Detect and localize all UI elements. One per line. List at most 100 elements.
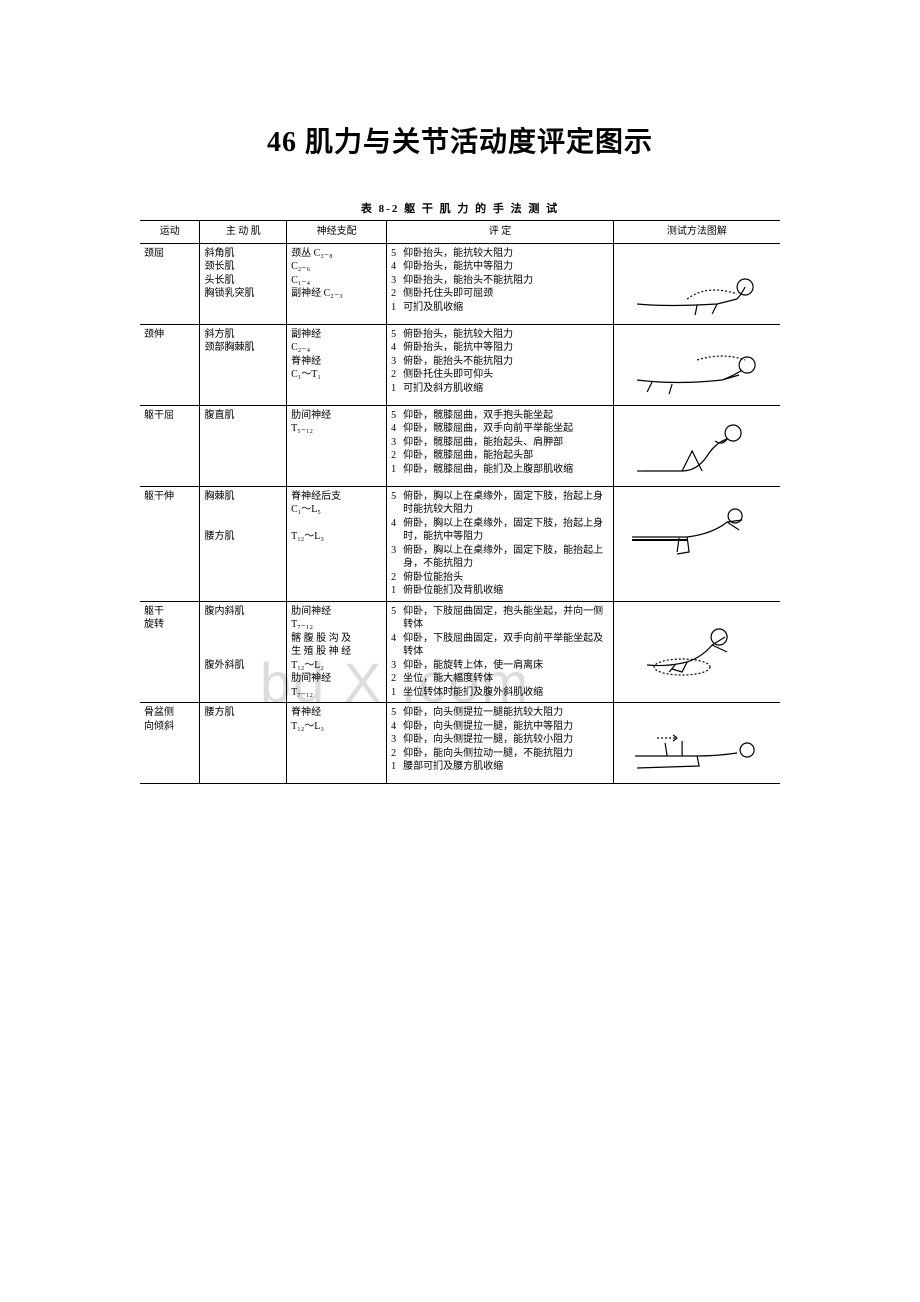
cell-illustration: [613, 243, 780, 324]
assess-line: 2坐位，能大幅度转体: [391, 672, 609, 686]
grade-number: 3: [391, 733, 403, 747]
assess-line: 1可扪及肌收缩: [391, 301, 609, 315]
grade-number: 1: [391, 760, 403, 774]
assess-text: 仰卧，能向头侧拉动一腿，不能抗阻力: [403, 747, 609, 761]
assess-text: 仰卧，下肢屈曲固定，双手向前平举能坐起及转体: [403, 632, 609, 659]
grade-number: 5: [391, 706, 403, 720]
assess-text: 仰卧，向头侧提拉一腿，能抗较小阻力: [403, 733, 609, 747]
grade-number: 3: [391, 659, 403, 673]
grade-number: 2: [391, 672, 403, 686]
assess-text: 坐位，能大幅度转体: [403, 672, 609, 686]
grade-number: 1: [391, 463, 403, 477]
assess-text: 俯卧，胸以上在桌缘外，固定下肢，能抬起上身，不能抗阻力: [403, 544, 609, 571]
illustration-trunk-ext: [618, 490, 776, 564]
cell-assessment: 5俯卧，胸以上在桌缘外，固定下肢，抬起上身时能抗较大阻力4俯卧，胸以上在桌缘外，…: [387, 486, 614, 601]
table-row: 颈屈斜角肌 颈长肌 头长肌 胸锁乳突肌颈丛 C₃₋₈ C₂₋₆ C₁₋₄ 副神经…: [140, 243, 780, 324]
cell-muscle: 胸棘肌 腰方肌: [200, 486, 287, 601]
assess-line: 4俯卧抬头，能抗中等阻力: [391, 341, 609, 355]
grade-number: 5: [391, 605, 403, 632]
assess-text: 俯卧抬头，能抗较大阻力: [403, 328, 609, 342]
cell-illustration: [613, 601, 780, 703]
cell-muscle: 斜方肌 颈部胸棘肌: [200, 324, 287, 405]
cell-assessment: 5俯卧抬头，能抗较大阻力4俯卧抬头，能抗中等阻力3俯卧，能抬头不能抗阻力2侧卧托…: [387, 324, 614, 405]
assess-line: 5仰卧，髋膝屈曲，双手抱头能坐起: [391, 409, 609, 423]
cell-nerve: 肋间神经 T₅₋₁₂: [287, 405, 387, 486]
cell-illustration: [613, 703, 780, 784]
cell-illustration: [613, 324, 780, 405]
grade-number: 2: [391, 449, 403, 463]
assess-line: 2侧卧托住头即可屈颈: [391, 287, 609, 301]
grade-number: 2: [391, 368, 403, 382]
cell-motion: 颈伸: [140, 324, 200, 405]
assess-line: 5仰卧抬头，能抗较大阻力: [391, 247, 609, 261]
grade-number: 1: [391, 382, 403, 396]
assess-text: 可扪及斜方肌收缩: [403, 382, 609, 396]
table-header-row: 运动 主 动 肌 神经支配 评 定 测试方法图解: [140, 221, 780, 244]
cell-muscle: 腹直肌: [200, 405, 287, 486]
th-nerve: 神经支配: [287, 221, 387, 244]
illustration-neck-flex: [618, 247, 776, 321]
assess-line: 1俯卧位能扪及背肌收缩: [391, 584, 609, 598]
page-title: 46 肌力与关节活动度评定图示: [140, 120, 780, 160]
assess-line: 3俯卧，能抬头不能抗阻力: [391, 355, 609, 369]
assess-text: 仰卧，向头侧提拉一腿能抗较大阻力: [403, 706, 609, 720]
th-motion: 运动: [140, 221, 200, 244]
grade-number: 4: [391, 422, 403, 436]
cell-assessment: 5仰卧，髋膝屈曲，双手抱头能坐起4仰卧，髋膝屈曲，双手向前平举能坐起3仰卧，髋膝…: [387, 405, 614, 486]
assess-line: 5仰卧，向头侧提拉一腿能抗较大阻力: [391, 706, 609, 720]
assess-text: 俯卧位能抬头: [403, 571, 609, 585]
cell-muscle: 斜角肌 颈长肌 头长肌 胸锁乳突肌: [200, 243, 287, 324]
assess-line: 4仰卧，髋膝屈曲，双手向前平举能坐起: [391, 422, 609, 436]
grade-number: 3: [391, 436, 403, 450]
table-row: 骨盆侧 向倾斜腰方肌脊神经 T₁₂～L₃5仰卧，向头侧提拉一腿能抗较大阻力4仰卧…: [140, 703, 780, 784]
assess-text: 坐位转体时能扪及腹外斜肌收缩: [403, 686, 609, 700]
table-row: 颈伸斜方肌 颈部胸棘肌副神经 C₂₋₄ 脊神经 C₁～T₁5俯卧抬头，能抗较大阻…: [140, 324, 780, 405]
th-assess: 评 定: [387, 221, 614, 244]
document-page: 46 肌力与关节活动度评定图示 表 8-2 躯 干 肌 力 的 手 法 测 试 …: [0, 0, 920, 824]
cell-illustration: [613, 486, 780, 601]
cell-nerve: 颈丛 C₃₋₈ C₂₋₆ C₁₋₄ 副神经 C₂₋₃: [287, 243, 387, 324]
illustration-trunk-rot: [618, 605, 776, 679]
assess-line: 4俯卧，胸以上在桌缘外，固定下肢，抬起上身时，能抗中等阻力: [391, 517, 609, 544]
assess-line: 1可扪及斜方肌收缩: [391, 382, 609, 396]
grade-number: 5: [391, 328, 403, 342]
assess-line: 2侧卧托住头即可仰头: [391, 368, 609, 382]
th-muscle: 主 动 肌: [200, 221, 287, 244]
cell-motion: 躯干伸: [140, 486, 200, 601]
grade-number: 5: [391, 490, 403, 517]
assess-text: 俯卧位能扪及背肌收缩: [403, 584, 609, 598]
assess-line: 3仰卧，能旋转上体，使一肩离床: [391, 659, 609, 673]
assess-text: 仰卧抬头，能抗中等阻力: [403, 260, 609, 274]
assess-line: 2俯卧位能抬头: [391, 571, 609, 585]
grade-number: 1: [391, 584, 403, 598]
assess-text: 可扪及肌收缩: [403, 301, 609, 315]
assess-text: 俯卧，胸以上在桌缘外，固定下肢，抬起上身时，能抗中等阻力: [403, 517, 609, 544]
cell-motion: 骨盆侧 向倾斜: [140, 703, 200, 784]
assess-line: 3仰卧，髋膝屈曲，能抬起头、肩胛部: [391, 436, 609, 450]
assess-line: 1腰部可扪及腰方肌收缩: [391, 760, 609, 774]
cell-motion: 躯干屈: [140, 405, 200, 486]
assess-line: 4仰卧，向头侧提拉一腿，能抗中等阻力: [391, 720, 609, 734]
cell-illustration: [613, 405, 780, 486]
illustration-neck-ext: [618, 328, 776, 402]
assess-line: 5俯卧，胸以上在桌缘外，固定下肢，抬起上身时能抗较大阻力: [391, 490, 609, 517]
cell-muscle: 腰方肌: [200, 703, 287, 784]
grade-number: 2: [391, 287, 403, 301]
table-body: 颈屈斜角肌 颈长肌 头长肌 胸锁乳突肌颈丛 C₃₋₈ C₂₋₆ C₁₋₄ 副神经…: [140, 243, 780, 784]
grade-number: 2: [391, 571, 403, 585]
grade-number: 4: [391, 720, 403, 734]
assess-text: 仰卧，能旋转上体，使一肩离床: [403, 659, 609, 673]
assess-line: 3俯卧，胸以上在桌缘外，固定下肢，能抬起上身，不能抗阻力: [391, 544, 609, 571]
grade-number: 4: [391, 260, 403, 274]
assess-text: 俯卧，能抬头不能抗阻力: [403, 355, 609, 369]
cell-assessment: 5仰卧，向头侧提拉一腿能抗较大阻力4仰卧，向头侧提拉一腿，能抗中等阻力3仰卧，向…: [387, 703, 614, 784]
grade-number: 4: [391, 632, 403, 659]
assess-line: 4仰卧抬头，能抗中等阻力: [391, 260, 609, 274]
grade-number: 1: [391, 686, 403, 700]
assess-text: 俯卧，胸以上在桌缘外，固定下肢，抬起上身时能抗较大阻力: [403, 490, 609, 517]
grade-number: 3: [391, 544, 403, 571]
grade-number: 1: [391, 301, 403, 315]
cell-motion: 颈屈: [140, 243, 200, 324]
assess-line: 4仰卧，下肢屈曲固定，双手向前平举能坐起及转体: [391, 632, 609, 659]
assess-text: 腰部可扪及腰方肌收缩: [403, 760, 609, 774]
